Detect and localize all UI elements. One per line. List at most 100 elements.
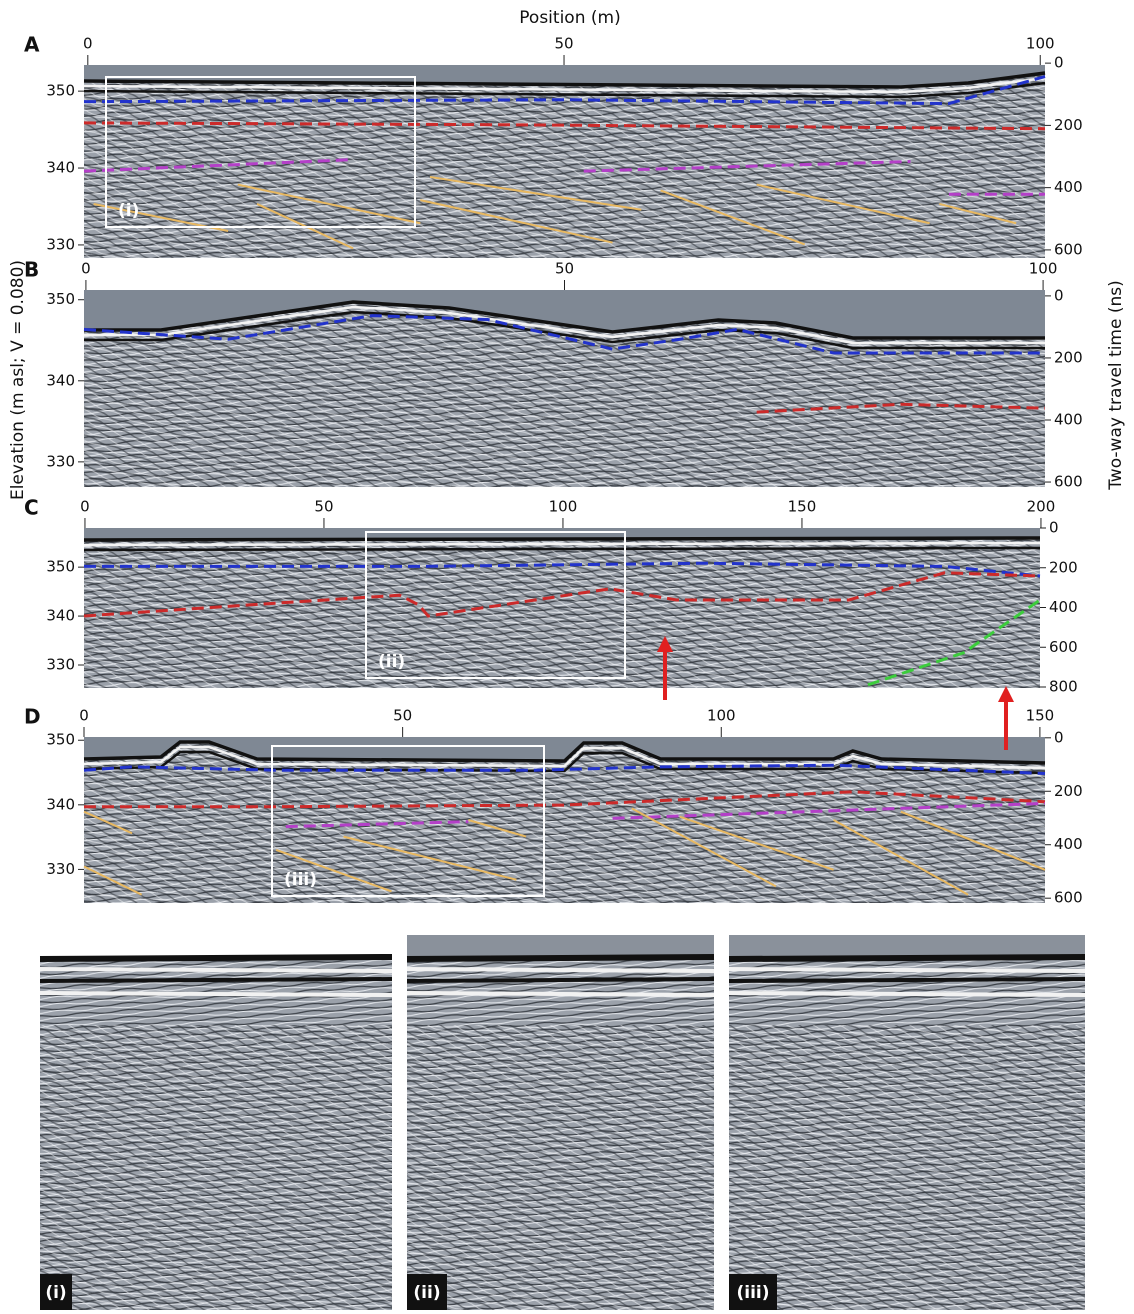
x-tick-label: 0 [79, 707, 89, 725]
x-tick-label: 50 [555, 260, 574, 278]
inset-tag: (ii) [378, 652, 405, 672]
foreset-line [900, 810, 1046, 871]
foreset-line [631, 807, 777, 888]
y-tick-label: 350 [46, 558, 75, 576]
inset-air [40, 935, 392, 957]
y2-tick-label: 600 [1054, 240, 1083, 258]
foreset-line [660, 189, 806, 246]
inset-panel: (i) [39, 935, 393, 1310]
inset-tag: (iii) [284, 870, 317, 890]
y-tick-label: 340 [46, 607, 75, 625]
x-tick-label: 100 [549, 498, 578, 516]
inset-outline [365, 531, 626, 679]
inset-label: (ii) [413, 1283, 440, 1303]
y-tick-label: 330 [46, 860, 75, 878]
red-arrow-head [998, 686, 1014, 702]
interpreted-reflector [756, 402, 1046, 414]
interpreted-reflector [285, 820, 469, 829]
inset-surface [406, 991, 715, 997]
y2-tick-label: 600 [1054, 473, 1083, 491]
x-tick-label: 50 [554, 35, 573, 53]
inset-texture [40, 1025, 392, 1310]
y2-tick-label: 600 [1054, 889, 1083, 907]
foreset-line [939, 202, 1017, 225]
foreset-line [83, 810, 133, 835]
x-tick-label: 50 [393, 707, 412, 725]
interpreted-reflector [84, 561, 1041, 578]
y2-tick-label: 0 [1054, 286, 1064, 304]
x-tick-label: 100 [1026, 35, 1055, 53]
y2-tick-label: 200 [1054, 116, 1083, 134]
y-tick-label: 340 [46, 371, 75, 389]
y-tick-label: 330 [46, 235, 75, 253]
panel-label: B [24, 258, 39, 282]
inset-surface [728, 991, 1086, 997]
foreset-line [420, 199, 613, 244]
x-tick-label: 200 [1027, 498, 1056, 516]
inset-surface [39, 967, 393, 973]
surface-reflection [83, 536, 1041, 542]
inset-panel: (iii) [728, 686, 1086, 1310]
inset-air [729, 935, 1085, 957]
surface-reflection [83, 71, 1046, 89]
y-tick-label: 340 [46, 795, 75, 813]
panel-label: C [24, 496, 39, 520]
interpreted-reflector [583, 160, 911, 173]
x-tick-label: 150 [1026, 707, 1055, 725]
foreset-line [343, 835, 517, 881]
surface-reflection [83, 740, 1046, 765]
y2-tick-label: 400 [1054, 410, 1083, 428]
y-tick-label: 350 [46, 290, 75, 308]
inset-label: (iii) [736, 1283, 769, 1303]
foreset-line [756, 183, 930, 225]
radargram [83, 65, 1046, 258]
interpreted-reflector [84, 790, 1046, 809]
y-tick-label: 350 [46, 82, 75, 100]
inset-surface [39, 991, 393, 997]
y-tick-label: 330 [46, 452, 75, 470]
foreset-line [468, 819, 527, 838]
y2-tick-label: 0 [1054, 728, 1064, 746]
x-tick-label: 50 [314, 498, 333, 516]
y-tick-label: 350 [46, 731, 75, 749]
x-tick-label: 0 [81, 260, 91, 278]
radargram [83, 737, 1046, 903]
inset-texture [729, 1025, 1085, 1310]
inset-label: (i) [45, 1283, 66, 1303]
y2-tick-label: 400 [1049, 598, 1078, 616]
x-tick-label: 0 [83, 35, 93, 53]
panel-label: A [24, 33, 40, 57]
y2-tick-label: 200 [1054, 348, 1083, 366]
x-tick-label: 100 [707, 707, 736, 725]
interpreted-reflector [83, 571, 1041, 618]
inset-tag: (i) [118, 201, 139, 221]
radargram [83, 290, 1046, 487]
surface-reflection [83, 541, 1041, 547]
y2-axis-label: Two-way travel time (ns) [1106, 280, 1126, 491]
interpreted-reflector [83, 314, 1045, 355]
foreset-line [833, 819, 969, 896]
foreset-line [275, 848, 392, 893]
interpreted-reflector [612, 801, 1046, 820]
foreset-line [429, 175, 642, 211]
y2-tick-label: 0 [1054, 54, 1064, 72]
surface-reflection [83, 76, 1046, 94]
inset-texture [407, 1025, 714, 1310]
x-tick-label: 150 [788, 498, 817, 516]
inset-surface [728, 967, 1086, 973]
inset-label-box [407, 1274, 447, 1310]
inset-panel: (ii) [406, 636, 715, 1310]
inset-surface [39, 977, 393, 983]
surface-reflection [84, 305, 1045, 345]
foreset-line [237, 183, 421, 225]
y-tick-label: 340 [46, 159, 75, 177]
y2-tick-label: 600 [1049, 638, 1078, 656]
air [84, 290, 1045, 338]
panel-label: D [24, 705, 41, 729]
y2-tick-label: 800 [1049, 678, 1078, 696]
inset-surface [728, 954, 1086, 962]
inset-air [407, 935, 714, 957]
inset-surface [406, 977, 715, 983]
y2-tick-label: 400 [1054, 178, 1083, 196]
y-axis-label: Elevation (m asl; V = 0.080) [8, 260, 28, 500]
